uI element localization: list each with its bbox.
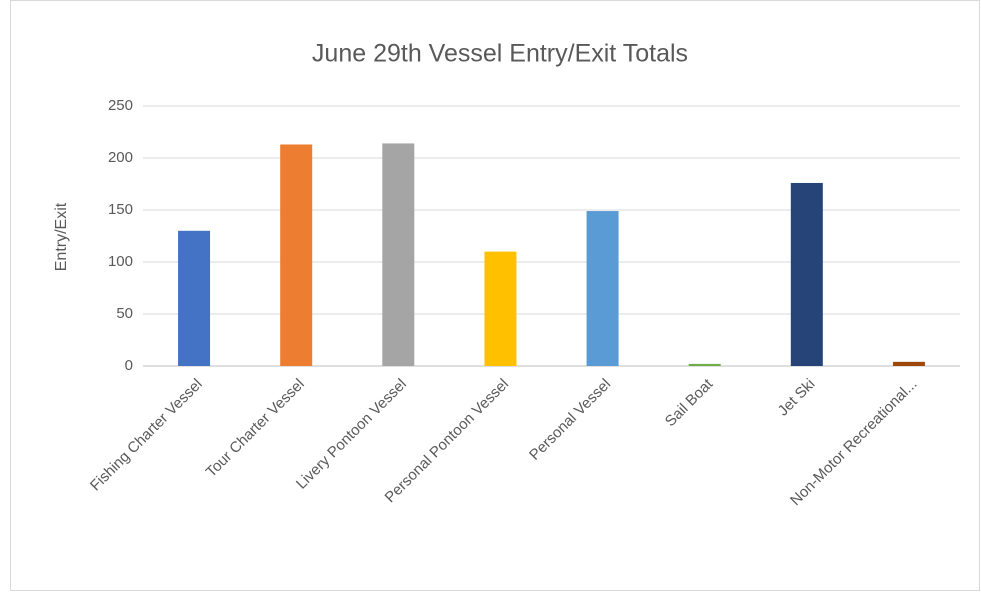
bar <box>178 230 211 366</box>
bar <box>790 182 823 366</box>
y-axis-title: Entry/Exit <box>53 202 70 271</box>
y-tick-label: 50 <box>116 305 133 322</box>
bar <box>586 211 619 366</box>
chart-title: June 29th Vessel Entry/Exit Totals <box>312 40 688 68</box>
bar <box>484 251 517 366</box>
bar <box>280 144 313 366</box>
y-tick-label: 100 <box>108 253 133 270</box>
y-tick-label: 250 <box>108 97 133 114</box>
bar <box>688 363 721 366</box>
bar <box>892 361 925 366</box>
y-tick-label: 0 <box>125 357 133 374</box>
y-tick-label: 200 <box>108 149 133 166</box>
bar <box>382 143 415 366</box>
y-tick-label: 150 <box>108 201 133 218</box>
